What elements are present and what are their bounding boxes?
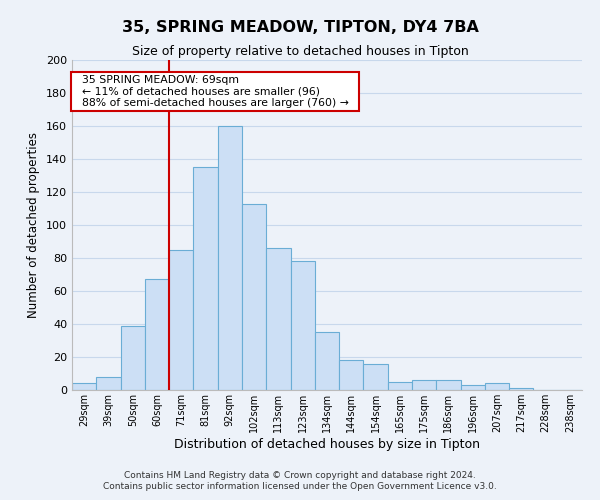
Bar [315, 332, 339, 390]
Text: Contains HM Land Registry data © Crown copyright and database right 2024.: Contains HM Land Registry data © Crown c… [124, 470, 476, 480]
Bar [461, 385, 485, 390]
Bar [509, 388, 533, 390]
Bar [485, 384, 509, 390]
Bar [72, 384, 96, 390]
Bar [242, 204, 266, 390]
X-axis label: Distribution of detached houses by size in Tipton: Distribution of detached houses by size … [174, 438, 480, 450]
Bar [96, 377, 121, 390]
Bar [364, 364, 388, 390]
Text: Contains public sector information licensed under the Open Government Licence v3: Contains public sector information licen… [103, 482, 497, 491]
Bar [339, 360, 364, 390]
Bar [266, 248, 290, 390]
Text: 35, SPRING MEADOW, TIPTON, DY4 7BA: 35, SPRING MEADOW, TIPTON, DY4 7BA [122, 20, 478, 35]
Y-axis label: Number of detached properties: Number of detached properties [28, 132, 40, 318]
Bar [412, 380, 436, 390]
Bar [290, 262, 315, 390]
Text: 35 SPRING MEADOW: 69sqm
  ← 11% of detached houses are smaller (96)
  88% of sem: 35 SPRING MEADOW: 69sqm ← 11% of detache… [74, 75, 355, 108]
Bar [218, 126, 242, 390]
Text: Size of property relative to detached houses in Tipton: Size of property relative to detached ho… [131, 45, 469, 58]
Bar [193, 167, 218, 390]
Bar [388, 382, 412, 390]
Bar [436, 380, 461, 390]
Bar [169, 250, 193, 390]
Bar [145, 280, 169, 390]
Bar [121, 326, 145, 390]
